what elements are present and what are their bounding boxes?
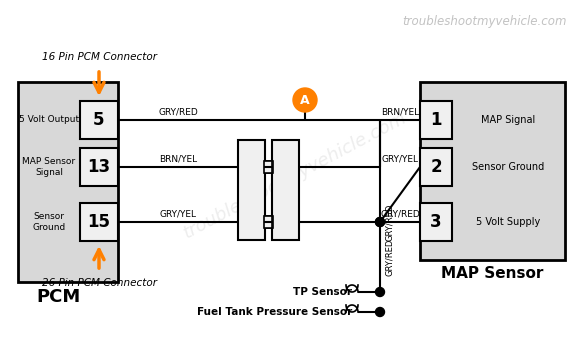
Text: GRY/YEL: GRY/YEL xyxy=(160,210,197,218)
Text: 3: 3 xyxy=(430,213,442,231)
Text: GRY/RED: GRY/RED xyxy=(380,210,420,218)
Bar xyxy=(264,161,272,173)
Bar xyxy=(420,82,565,260)
Circle shape xyxy=(375,308,385,316)
Circle shape xyxy=(375,287,385,296)
Text: 16 Pin PCM Connector: 16 Pin PCM Connector xyxy=(42,52,157,62)
Text: GRY/RED: GRY/RED xyxy=(158,107,198,117)
Bar xyxy=(265,161,273,173)
Text: A: A xyxy=(300,93,310,106)
Text: GRY/RED: GRY/RED xyxy=(385,203,394,241)
Text: troubleshootmyvehicle.com: troubleshootmyvehicle.com xyxy=(180,108,409,242)
Text: Sensor Ground: Sensor Ground xyxy=(472,162,545,172)
Text: TP Sensor: TP Sensor xyxy=(293,287,352,297)
Text: 2: 2 xyxy=(430,158,442,176)
Text: 5: 5 xyxy=(93,111,105,129)
Bar xyxy=(420,148,452,186)
Bar xyxy=(420,101,452,139)
Text: BRN/YEL: BRN/YEL xyxy=(381,107,419,117)
Text: 5 Volt Output: 5 Volt Output xyxy=(19,116,79,125)
Bar xyxy=(18,82,118,282)
Bar xyxy=(265,216,273,228)
Text: GRY/RED: GRY/RED xyxy=(385,238,394,276)
Text: 15: 15 xyxy=(88,213,111,231)
Text: PCM: PCM xyxy=(36,288,80,306)
Text: Fuel Tank Pressure Sensor: Fuel Tank Pressure Sensor xyxy=(197,307,352,317)
Text: 1: 1 xyxy=(430,111,442,129)
Text: 5 Volt Supply: 5 Volt Supply xyxy=(476,217,541,227)
Circle shape xyxy=(375,217,385,226)
Circle shape xyxy=(375,217,385,226)
Bar xyxy=(80,148,118,186)
Text: MAP Sensor
Signal: MAP Sensor Signal xyxy=(23,157,75,177)
Text: MAP Signal: MAP Signal xyxy=(481,115,535,125)
Bar xyxy=(238,140,265,240)
Text: MAP Sensor: MAP Sensor xyxy=(441,266,543,281)
Bar xyxy=(420,203,452,241)
Bar xyxy=(80,203,118,241)
Text: troubleshootmyvehicle.com: troubleshootmyvehicle.com xyxy=(403,15,567,28)
Text: BRN/YEL: BRN/YEL xyxy=(159,154,197,163)
Text: 26 Pin PCM Connector: 26 Pin PCM Connector xyxy=(42,278,157,288)
Text: Sensor
Ground: Sensor Ground xyxy=(32,212,66,232)
Text: 13: 13 xyxy=(88,158,111,176)
Bar xyxy=(264,216,272,228)
Bar xyxy=(80,101,118,139)
Circle shape xyxy=(293,88,317,112)
Text: GRY/YEL: GRY/YEL xyxy=(382,154,419,163)
Bar xyxy=(272,140,299,240)
